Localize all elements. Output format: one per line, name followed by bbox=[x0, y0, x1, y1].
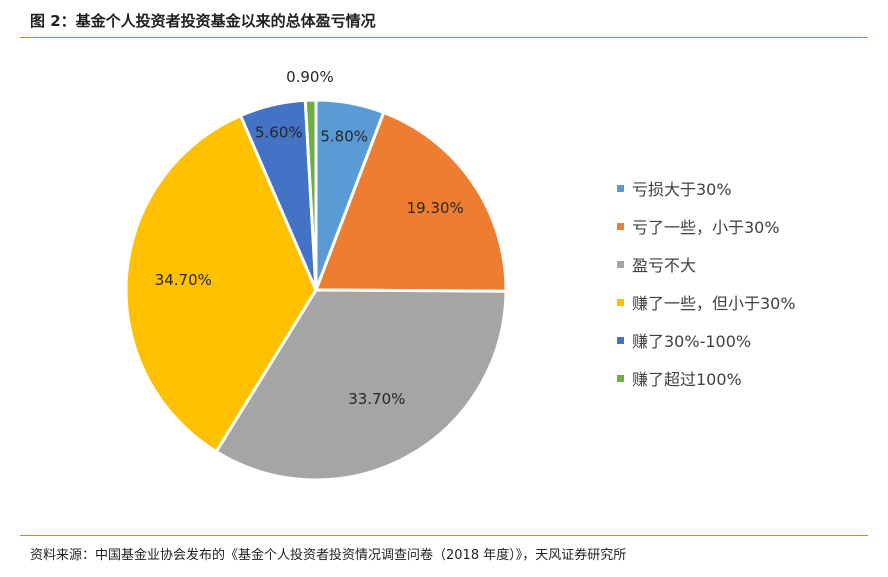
figure-source: 资料来源：中国基金业协会发布的《基金个人投资者投资情况调查问卷（2018 年度）… bbox=[30, 548, 627, 563]
source-divider bbox=[20, 535, 868, 536]
pie-slice-2 bbox=[314, 110, 508, 293]
slice-data-label-2: 19.30% bbox=[407, 199, 464, 217]
legend-label: 赚了30%-100% bbox=[632, 332, 752, 351]
legend-item-1: 亏损大于30% bbox=[617, 178, 796, 199]
slice-data-label-5: 5.60% bbox=[255, 123, 303, 141]
legend-swatch bbox=[617, 260, 624, 268]
slice-data-label-1: 5.80% bbox=[320, 127, 368, 145]
legend-label: 亏损大于30% bbox=[632, 180, 732, 199]
legend-swatch bbox=[617, 222, 624, 230]
slice-data-label-6: 0.90% bbox=[286, 68, 334, 86]
legend-swatch bbox=[617, 184, 624, 192]
legend-label: 赚了一些，但小于30% bbox=[632, 294, 796, 313]
legend-label: 亏了一些，小于30% bbox=[632, 218, 780, 237]
pie-slice-4 bbox=[124, 114, 318, 454]
legend-item-5: 赚了30%-100% bbox=[617, 330, 796, 351]
legend-item-6: 赚了超过100% bbox=[617, 368, 796, 389]
legend-item-2: 亏了一些，小于30% bbox=[617, 216, 796, 237]
legend-label: 盈亏不大 bbox=[632, 256, 697, 275]
slice-data-label-3: 33.70% bbox=[348, 390, 405, 408]
pie-slice-6 bbox=[303, 98, 318, 292]
legend-label: 赚了超过100% bbox=[632, 370, 742, 389]
legend-swatch bbox=[617, 374, 624, 382]
slice-data-label-4: 34.70% bbox=[155, 271, 212, 289]
legend-item-3: 盈亏不大 bbox=[617, 254, 796, 275]
legend-swatch bbox=[617, 336, 624, 344]
legend-swatch bbox=[617, 298, 624, 306]
pie-slice-3 bbox=[214, 288, 508, 482]
chart-legend: 亏损大于30% 亏了一些，小于30% 盈亏不大赚了一些，但小于30% 赚了30%-10… bbox=[617, 178, 796, 406]
figure-title: 图 2：基金个人投资者投资基金以来的总体盈亏情况 bbox=[30, 12, 376, 30]
title-divider bbox=[20, 37, 868, 38]
legend-item-4: 赚了一些，但小于30% bbox=[617, 292, 796, 313]
